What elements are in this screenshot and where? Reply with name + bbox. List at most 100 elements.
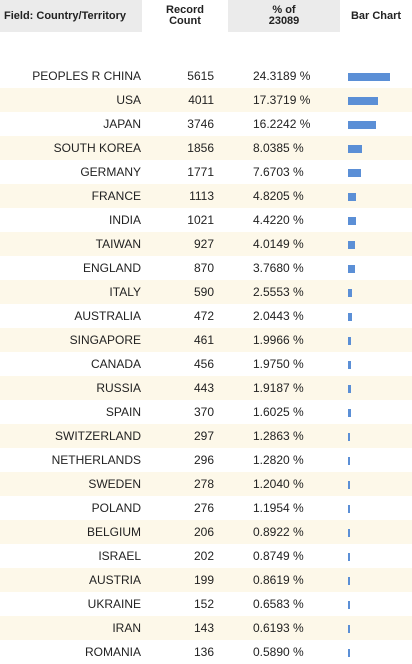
record-count-cell: 4011 [188, 93, 214, 107]
country-cell[interactable]: NETHERLANDS [51, 453, 141, 467]
table-row: SOUTH KOREA 1856 8.0385 % [0, 136, 412, 160]
country-cell[interactable]: JAPAN [103, 117, 141, 131]
percent-cell: 8.0385 % [253, 141, 304, 155]
record-count-cell: 5615 [187, 69, 214, 83]
bar-chart-cell [340, 424, 412, 448]
record-count-cell: 276 [193, 501, 214, 515]
bar-chart-cell [340, 568, 412, 592]
bar-chart-bar [348, 624, 350, 633]
bar-chart-cell [340, 304, 412, 328]
bar-chart-bar [348, 72, 390, 81]
percent-cell: 0.8619 % [253, 573, 304, 587]
country-cell[interactable]: BELGIUM [86, 525, 141, 539]
bar-chart-bar [348, 288, 352, 297]
country-cell[interactable]: ISRAEL [98, 549, 141, 563]
table-header: Field: Country/Territory Record Count % o… [0, 0, 412, 64]
record-count-cell: 1113 [189, 189, 214, 203]
bar-chart-bar [348, 96, 378, 105]
percent-cell: 1.1954 % [253, 501, 304, 515]
table-row: POLAND 276 1.1954 % [0, 496, 412, 520]
bar-chart-bar [348, 600, 350, 609]
bar-chart-bar [348, 456, 350, 465]
country-cell[interactable]: SPAIN [105, 405, 141, 419]
table-row: IRAN 143 0.6193 % [0, 616, 412, 640]
table-row: BELGIUM 206 0.8922 % [0, 520, 412, 544]
record-count-cell: 1856 [187, 141, 214, 155]
percent-cell: 1.9187 % [253, 381, 304, 395]
country-cell[interactable]: SWITZERLAND [54, 429, 141, 443]
bar-chart-cell [340, 640, 412, 664]
country-cell[interactable]: INDIA [108, 213, 141, 227]
field-header-label: Field: Country/Territory [4, 9, 127, 22]
record-count-cell: 297 [193, 429, 214, 443]
record-count-header-line1: Record [166, 4, 204, 16]
record-count-cell: 370 [193, 405, 214, 419]
bar-chart-bar [348, 216, 356, 225]
country-cell[interactable]: GERMANY [80, 165, 141, 179]
country-cell[interactable]: SINGAPORE [69, 333, 141, 347]
country-cell[interactable]: TAIWAN [95, 237, 141, 251]
country-cell[interactable]: PEOPLES R CHINA [32, 69, 141, 83]
country-cell[interactable]: AUSTRIA [88, 573, 141, 587]
country-cell[interactable]: USA [116, 93, 141, 107]
record-count-header[interactable]: Record Count [142, 0, 228, 32]
percent-cell: 3.7680 % [253, 261, 304, 275]
percent-cell: 7.6703 % [253, 165, 304, 179]
bar-chart-cell [340, 208, 412, 232]
country-cell[interactable]: ENGLAND [82, 261, 141, 275]
table-row: TAIWAN 927 4.0149 % [0, 232, 412, 256]
percent-cell: 2.0443 % [253, 309, 304, 323]
record-count-cell: 927 [193, 237, 214, 251]
record-count-cell: 472 [193, 309, 214, 323]
percent-cell: 0.5890 % [253, 645, 304, 659]
table-row: SWITZERLAND 297 1.2863 % [0, 424, 412, 448]
bar-chart-cell [340, 280, 412, 304]
percent-cell: 1.2040 % [253, 477, 304, 491]
country-cell[interactable]: SOUTH KOREA [53, 141, 141, 155]
bar-chart-cell [340, 592, 412, 616]
field-header[interactable]: Field: Country/Territory [0, 0, 142, 32]
country-cell[interactable]: CANADA [90, 357, 141, 371]
table-row: JAPAN 3746 16.2242 % [0, 112, 412, 136]
country-cell[interactable]: ROMANIA [84, 645, 141, 659]
country-cell[interactable]: IRAN [112, 621, 141, 635]
percent-cell: 0.8749 % [253, 549, 304, 563]
table-row: GERMANY 1771 7.6703 % [0, 160, 412, 184]
record-count-cell: 1771 [187, 165, 214, 179]
bar-chart-cell [340, 400, 412, 424]
percent-cell: 4.4220 % [253, 213, 304, 227]
percent-cell: 0.8922 % [253, 525, 304, 539]
percent-header-line2: 23089 [268, 15, 300, 27]
country-cell[interactable]: FRANCE [91, 189, 141, 203]
percent-header-line1: % of [272, 4, 296, 16]
record-count-cell: 202 [193, 549, 214, 563]
country-cell[interactable]: AUSTRALIA [74, 309, 141, 323]
bar-chart-cell [340, 112, 412, 136]
bar-chart-bar [348, 240, 355, 249]
bar-chart-cell [340, 184, 412, 208]
country-cell[interactable]: UKRAINE [87, 597, 141, 611]
percent-header[interactable]: % of 23089 [228, 0, 340, 32]
table-row: ISRAEL 202 0.8749 % [0, 544, 412, 568]
percent-cell: 0.6193 % [253, 621, 304, 635]
table-row: SPAIN 370 1.6025 % [0, 400, 412, 424]
country-cell[interactable]: ITALY [109, 285, 141, 299]
country-cell[interactable]: SWEDEN [88, 477, 141, 491]
bar-chart-bar [348, 120, 376, 129]
table-row: AUSTRIA 199 0.8619 % [0, 568, 412, 592]
record-count-cell: 206 [193, 525, 214, 539]
percent-cell: 16.2242 % [253, 117, 311, 131]
bar-chart-cell [340, 376, 412, 400]
country-cell[interactable]: POLAND [91, 501, 141, 515]
bar-chart-cell [340, 88, 412, 112]
country-cell[interactable]: RUSSIA [96, 381, 141, 395]
percent-cell: 1.2863 % [253, 429, 304, 443]
bar-chart-cell [340, 496, 412, 520]
bar-chart-bar [348, 576, 350, 585]
bar-chart-bar [348, 528, 350, 537]
record-count-cell: 152 [193, 597, 214, 611]
bar-chart-cell [340, 328, 412, 352]
bar-chart-cell [340, 520, 412, 544]
table-row: CANADA 456 1.9750 % [0, 352, 412, 376]
record-count-cell: 1021 [187, 213, 214, 227]
